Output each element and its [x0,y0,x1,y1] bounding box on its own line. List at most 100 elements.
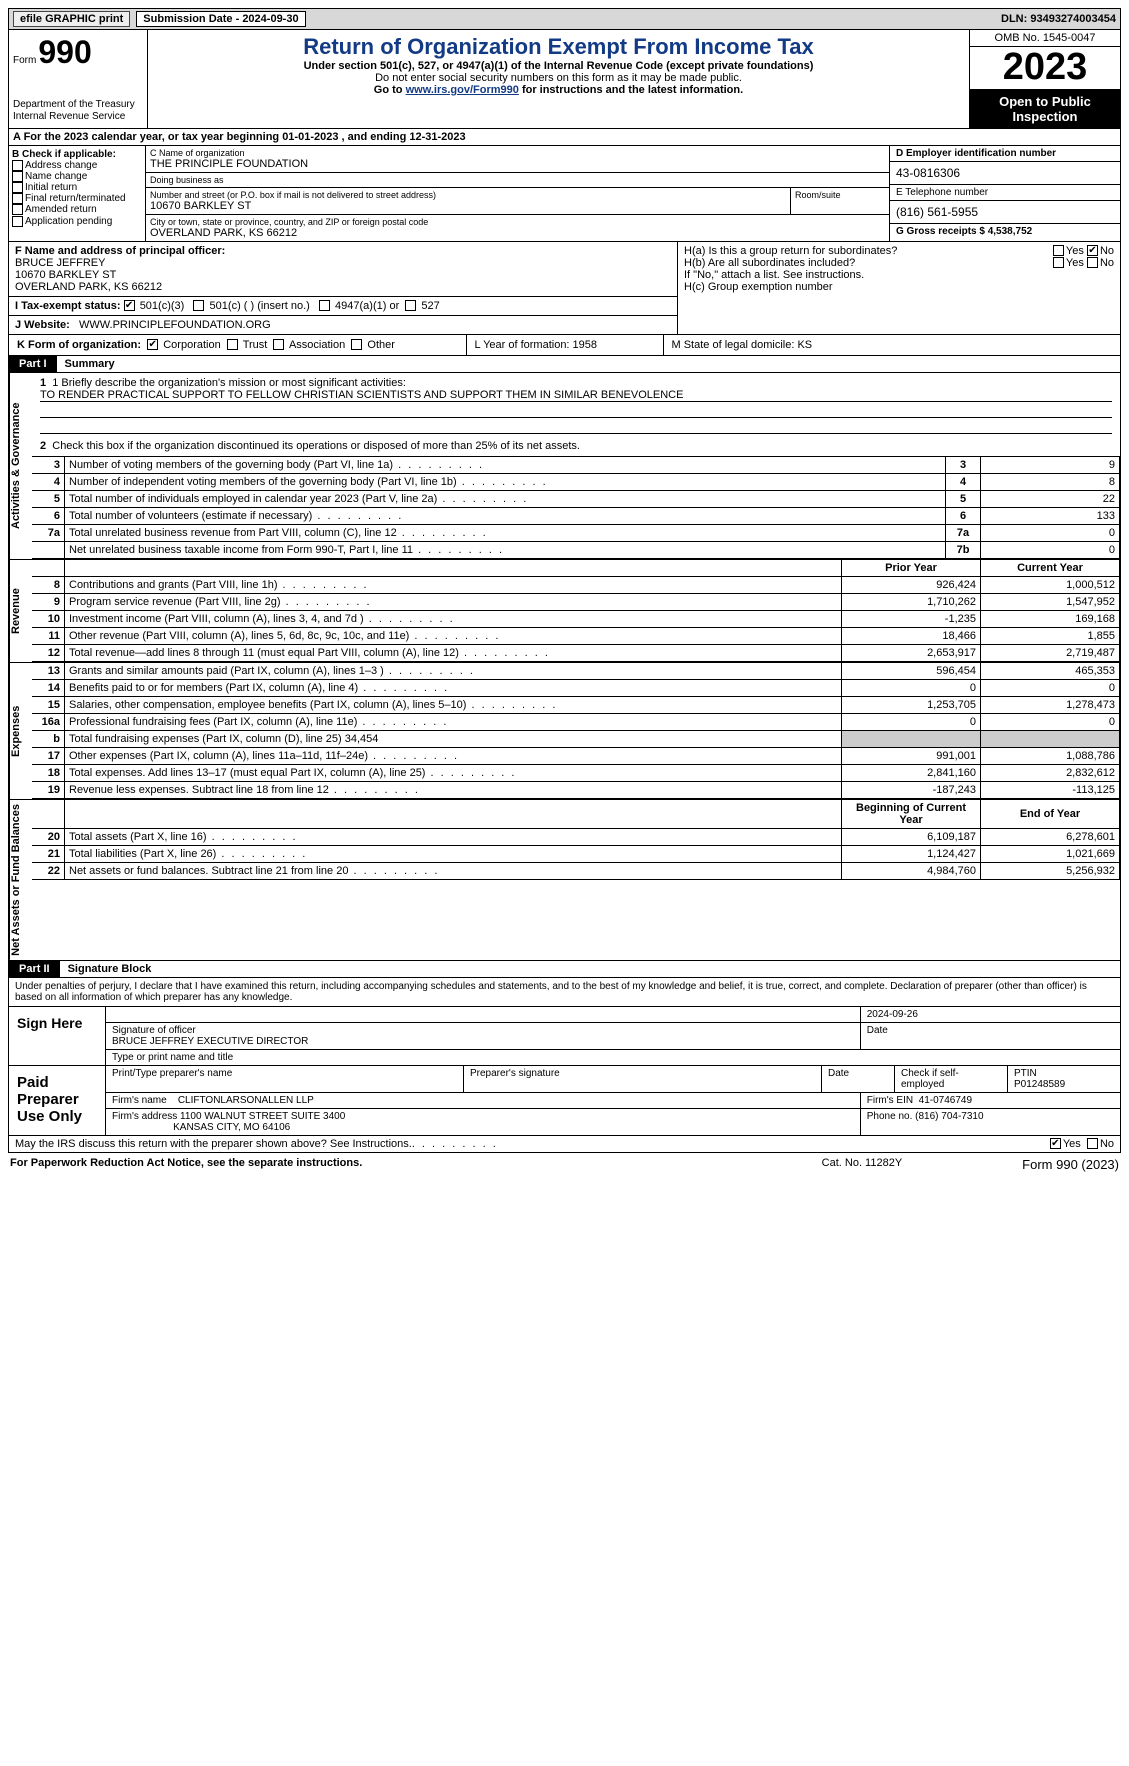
hb-no[interactable] [1087,257,1098,268]
chk-amended-return[interactable]: Amended return [12,204,142,215]
sign-here-label: Sign Here [9,1007,106,1065]
firm-name: Firm's name CLIFTONLARSONALLEN LLP [106,1093,861,1108]
table-row: 20Total assets (Part X, line 16)6,109,18… [32,828,1120,845]
expenses-label: Expenses [9,663,32,799]
lbl-assoc: Association [289,339,345,351]
firm-ein: Firm's EIN 41-0746749 [861,1093,1120,1108]
part-1-header: Part I Summary [8,356,1121,373]
org-name: THE PRINCIPLE FOUNDATION [150,158,885,170]
city-value: OVERLAND PARK, KS 66212 [150,227,885,239]
net-assets-section: Net Assets or Fund Balances Beginning of… [8,800,1121,961]
paid-preparer-block: Paid Preparer Use Only Print/Type prepar… [8,1066,1121,1136]
l-year-formation: L Year of formation: 1958 [467,335,664,355]
prep-h1: Print/Type preparer's name [106,1066,464,1092]
chk-527[interactable] [405,300,416,311]
lbl-501c3: 501(c)(3) [140,300,185,312]
gov-table: 3Number of voting members of the governi… [32,457,1120,559]
header-center: Return of Organization Exempt From Incom… [148,30,969,128]
hb-label: H(b) Are all subordinates included? [684,257,855,269]
ha-yn: Yes No [1053,245,1114,257]
ha-label: H(a) Is this a group return for subordin… [684,245,897,257]
net-assets-label: Net Assets or Fund Balances [9,800,32,960]
chk-501c3[interactable] [124,300,135,311]
form-990: 990 [38,34,91,71]
lbl-501c: 501(c) ( ) (insert no.) [210,300,310,312]
header-left: Form 990 Department of the Treasury Inte… [9,30,148,128]
entity-info-row: B Check if applicable: Address change Na… [8,146,1121,242]
form-number: Form 990 [13,34,143,71]
part-1-tag: Part I [9,356,57,372]
table-row: 13Grants and similar amounts paid (Part … [32,663,1120,680]
j-label: J Website: [15,319,70,331]
prep-h4: Check if self-employed [895,1066,1008,1092]
hb-yn: Yes No [1053,257,1114,269]
street-label: Number and street (or P.O. box if mail i… [150,190,786,200]
gross-receipts: G Gross receipts $ 4,538,752 [890,224,1120,239]
m-state-domicile: M State of legal domicile: KS [664,335,1121,355]
discuss-yes-chk[interactable] [1050,1138,1061,1149]
address-row: Number and street (or P.O. box if mail i… [146,188,889,215]
cat-no: Cat. No. 11282Y [822,1157,903,1172]
chk-4947[interactable] [319,300,330,311]
j-website: J Website: WWW.PRINCIPLEFOUNDATION.ORG [9,316,677,334]
discuss-yn: Yes No [1050,1138,1114,1150]
ein-cell: D Employer identification number [890,146,1120,162]
expenses-body: 13Grants and similar amounts paid (Part … [32,663,1120,799]
i-tax-exempt: I Tax-exempt status: 501(c)(3) 501(c) ( … [9,297,677,316]
discuss-no-chk[interactable] [1087,1138,1098,1149]
revenue-table: Prior YearCurrent Year8Contributions and… [32,560,1120,662]
ha-yes[interactable] [1053,245,1064,256]
chk-corp[interactable] [147,339,158,350]
h-block: H(a) Is this a group return for subordin… [677,242,1120,334]
sig-officer-name: BRUCE JEFFREY EXECUTIVE DIRECTOR [112,1036,854,1047]
ha-no[interactable] [1087,245,1098,256]
k-lm-row: K Form of organization: Corporation Trus… [8,335,1121,356]
efile-print-button[interactable]: efile GRAPHIC print [13,11,130,27]
form-subtitle-1: Under section 501(c), 527, or 4947(a)(1)… [156,60,961,72]
net-assets-body: Beginning of Current YearEnd of Year20To… [32,800,1120,960]
f-officer: F Name and address of principal officer:… [9,242,677,297]
irs-link[interactable]: www.irs.gov/Form990 [406,84,519,96]
ein-label: D Employer identification number [896,148,1114,159]
table-row: 19Revenue less expenses. Subtract line 1… [32,781,1120,798]
table-row: 14Benefits paid to or for members (Part … [32,679,1120,696]
table-row: 3Number of voting members of the governi… [32,457,1120,474]
city-label: City or town, state or province, country… [150,217,885,227]
f-name: BRUCE JEFFREY [15,257,671,269]
table-row: 16aProfessional fundraising fees (Part I… [32,713,1120,730]
header-right: OMB No. 1545-0047 2023 Open to Public In… [969,30,1120,128]
sig-officer-row: Signature of officer BRUCE JEFFREY EXECU… [106,1023,1120,1050]
table-row: 6Total number of volunteers (estimate if… [32,507,1120,524]
chk-assoc[interactable] [273,339,284,350]
table-row: 8Contributions and grants (Part VIII, li… [32,576,1120,593]
col-b-title: B Check if applicable: [12,149,142,160]
chk-other[interactable] [351,339,362,350]
lbl-corp: Corporation [163,339,220,351]
lbl-4947: 4947(a)(1) or [335,300,399,312]
city-cell: City or town, state or province, country… [146,215,889,241]
chk-final-return[interactable]: Final return/terminated [12,193,142,204]
perjury-statement: Under penalties of perjury, I declare th… [8,978,1121,1007]
mission-line2 [40,404,1112,418]
sig-empty [106,1007,861,1022]
chk-trust[interactable] [227,339,238,350]
firm-addr-row: Firm's address 1100 WALNUT STREET SUITE … [106,1109,1120,1135]
form-header: Form 990 Department of the Treasury Inte… [8,30,1121,129]
chk-application-pending[interactable]: Application pending [12,216,142,227]
chk-501c[interactable] [193,300,204,311]
hb-yes[interactable] [1053,257,1064,268]
lbl-trust: Trust [243,339,268,351]
dln-label: DLN: 93493274003454 [1001,13,1116,25]
table-row: 9Program service revenue (Part VIII, lin… [32,593,1120,610]
chk-initial-return[interactable]: Initial return [12,182,142,193]
lbl-527: 527 [421,300,439,312]
chk-address-change[interactable]: Address change [12,160,142,171]
firm-phone: Phone no. (816) 704-7310 [861,1109,1120,1135]
f-addr1: 10670 BARKLEY ST [15,269,671,281]
department-label: Department of the Treasury Internal Reve… [13,99,143,123]
ptin-val: P01248589 [1014,1079,1114,1090]
chk-name-change[interactable]: Name change [12,171,142,182]
table-row: 18Total expenses. Add lines 13–17 (must … [32,764,1120,781]
omb-number: OMB No. 1545-0047 [970,30,1120,47]
table-row: 15Salaries, other compensation, employee… [32,696,1120,713]
